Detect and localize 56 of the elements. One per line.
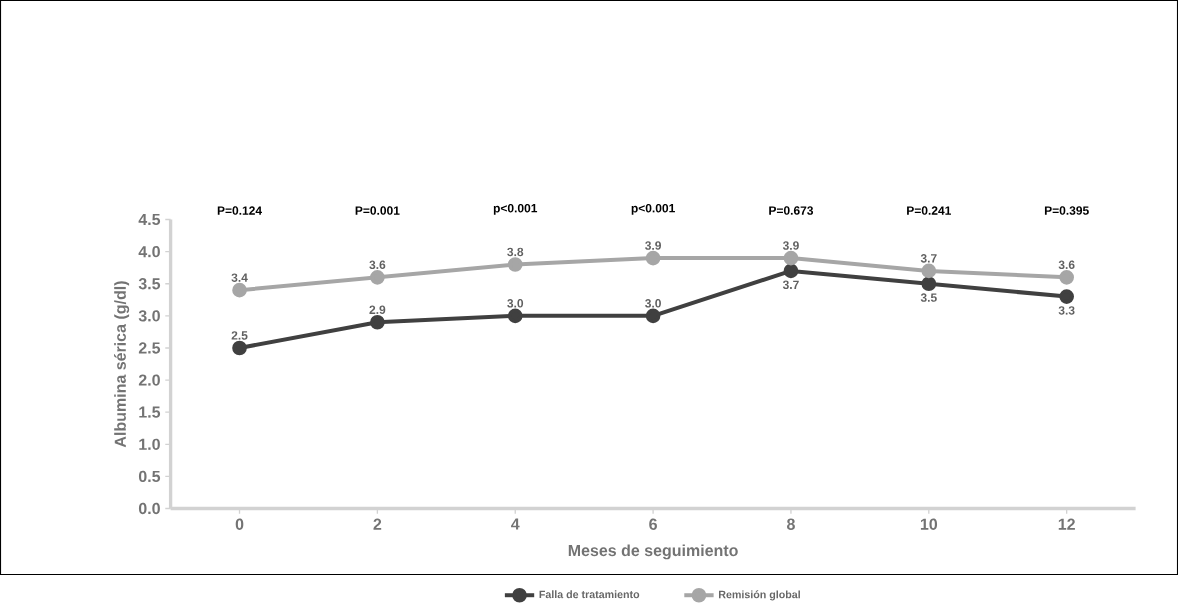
- point: [921, 263, 937, 278]
- y-tick-label: 2.0: [138, 374, 160, 386]
- x-axis-title: Meses de seguimiento: [568, 544, 738, 560]
- point: [1059, 269, 1074, 285]
- x-tick-label: 0: [235, 518, 244, 530]
- legend-label: Falla de tratamiento: [539, 590, 640, 598]
- point: [507, 256, 523, 272]
- point: [370, 314, 385, 330]
- data-label: 3.9: [645, 241, 661, 250]
- y-tick-label: 1.5: [139, 406, 161, 418]
- point: [645, 308, 661, 323]
- data-label: 3.6: [1058, 260, 1075, 269]
- data-label: 3.0: [507, 298, 524, 308]
- data-label: 3.6: [369, 260, 386, 269]
- data-label: 2.9: [369, 305, 386, 314]
- x-tick-label: 12: [1058, 518, 1075, 530]
- y-tick-label: 3.5: [138, 277, 161, 290]
- y-axis-title: Albumina sérica (g/dl): [114, 281, 130, 447]
- point: [232, 282, 247, 298]
- text: P=0.673: [769, 206, 814, 215]
- x-tick-label: 8: [787, 518, 795, 530]
- legend-label: Remisión global: [719, 590, 800, 601]
- data-label: 3.7: [920, 253, 937, 263]
- y-tick-label: 2.5: [138, 342, 161, 354]
- point: [921, 276, 937, 291]
- text: p<0.001: [631, 203, 675, 215]
- x-tick-label: 6: [649, 518, 657, 530]
- data-label: 3.4: [231, 273, 248, 282]
- data-label: 3.5: [920, 293, 937, 302]
- text: P=0.395: [1044, 206, 1089, 215]
- y-tick-label: 0.0: [138, 502, 160, 514]
- x-tick-label: 2: [373, 518, 382, 530]
- text: P=0.124: [217, 206, 262, 215]
- data-label: 2.5: [231, 330, 248, 340]
- point: [783, 263, 799, 278]
- data-label: 3.8: [507, 247, 524, 256]
- data-label: 3.3: [1058, 305, 1075, 315]
- data-label: 3.9: [782, 241, 799, 250]
- point: [507, 308, 523, 323]
- text: p<0.001: [493, 203, 538, 215]
- point: [232, 340, 247, 356]
- x-tick-label: 10: [920, 518, 938, 530]
- point: [1059, 289, 1074, 304]
- y-tick-label: 0.5: [138, 470, 161, 482]
- text: P=0.001: [355, 206, 400, 215]
- y-tick-label: 3.0: [138, 309, 160, 322]
- point: [645, 250, 661, 266]
- data-label: 3.0: [645, 298, 661, 308]
- y-tick-label: 4.0: [138, 245, 160, 258]
- data-label: 3.7: [782, 280, 799, 289]
- y-tick-label: 1.0: [139, 438, 160, 450]
- x-tick-label: 4: [511, 518, 520, 530]
- point: [370, 269, 385, 285]
- text: P=0.241: [907, 206, 951, 215]
- point: [783, 250, 799, 266]
- y-tick-label: 4.5: [138, 213, 161, 225]
